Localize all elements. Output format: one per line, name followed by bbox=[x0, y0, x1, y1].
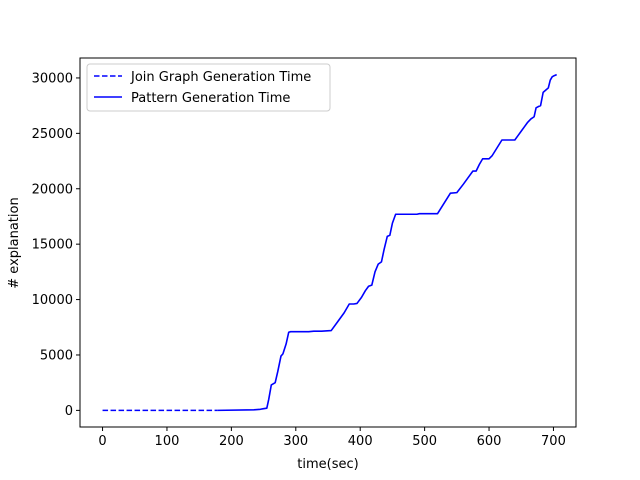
x-tick-label: 200 bbox=[219, 434, 244, 449]
x-tick-label: 0 bbox=[98, 434, 106, 449]
series-lines bbox=[102, 73, 557, 412]
y-tick-label: 0 bbox=[65, 404, 73, 419]
legend: Join Graph Generation Time Pattern Gener… bbox=[86, 63, 331, 112]
x-tick-label: 300 bbox=[283, 434, 308, 449]
x-tick-label: 700 bbox=[541, 434, 566, 449]
legend-label-join-graph: Join Graph Generation Time bbox=[130, 70, 311, 85]
y-tick-label: 25000 bbox=[32, 127, 73, 142]
x-tick-label: 600 bbox=[477, 434, 502, 449]
x-tick-label: 500 bbox=[412, 434, 437, 449]
y-tick-label: 5000 bbox=[40, 348, 73, 363]
y-tick-label: 30000 bbox=[32, 71, 73, 86]
x-tick-label: 400 bbox=[348, 434, 373, 449]
legend-box bbox=[86, 63, 331, 112]
x-tick-label: 100 bbox=[155, 434, 180, 449]
y-axis-label: # explanation bbox=[7, 197, 22, 288]
axis-ticks: 0 100 200 300 400 500 600 700 0 5000 10000 15000 200… bbox=[32, 71, 566, 449]
series-pattern-line bbox=[217, 73, 557, 412]
legend-label-pattern: Pattern Generation Time bbox=[131, 91, 290, 106]
y-tick-label: 15000 bbox=[32, 238, 73, 253]
x-axis-label: time(sec) bbox=[297, 457, 358, 472]
y-tick-label: 10000 bbox=[32, 293, 73, 308]
y-tick-label: 20000 bbox=[32, 182, 73, 197]
axes-frame bbox=[79, 57, 577, 428]
